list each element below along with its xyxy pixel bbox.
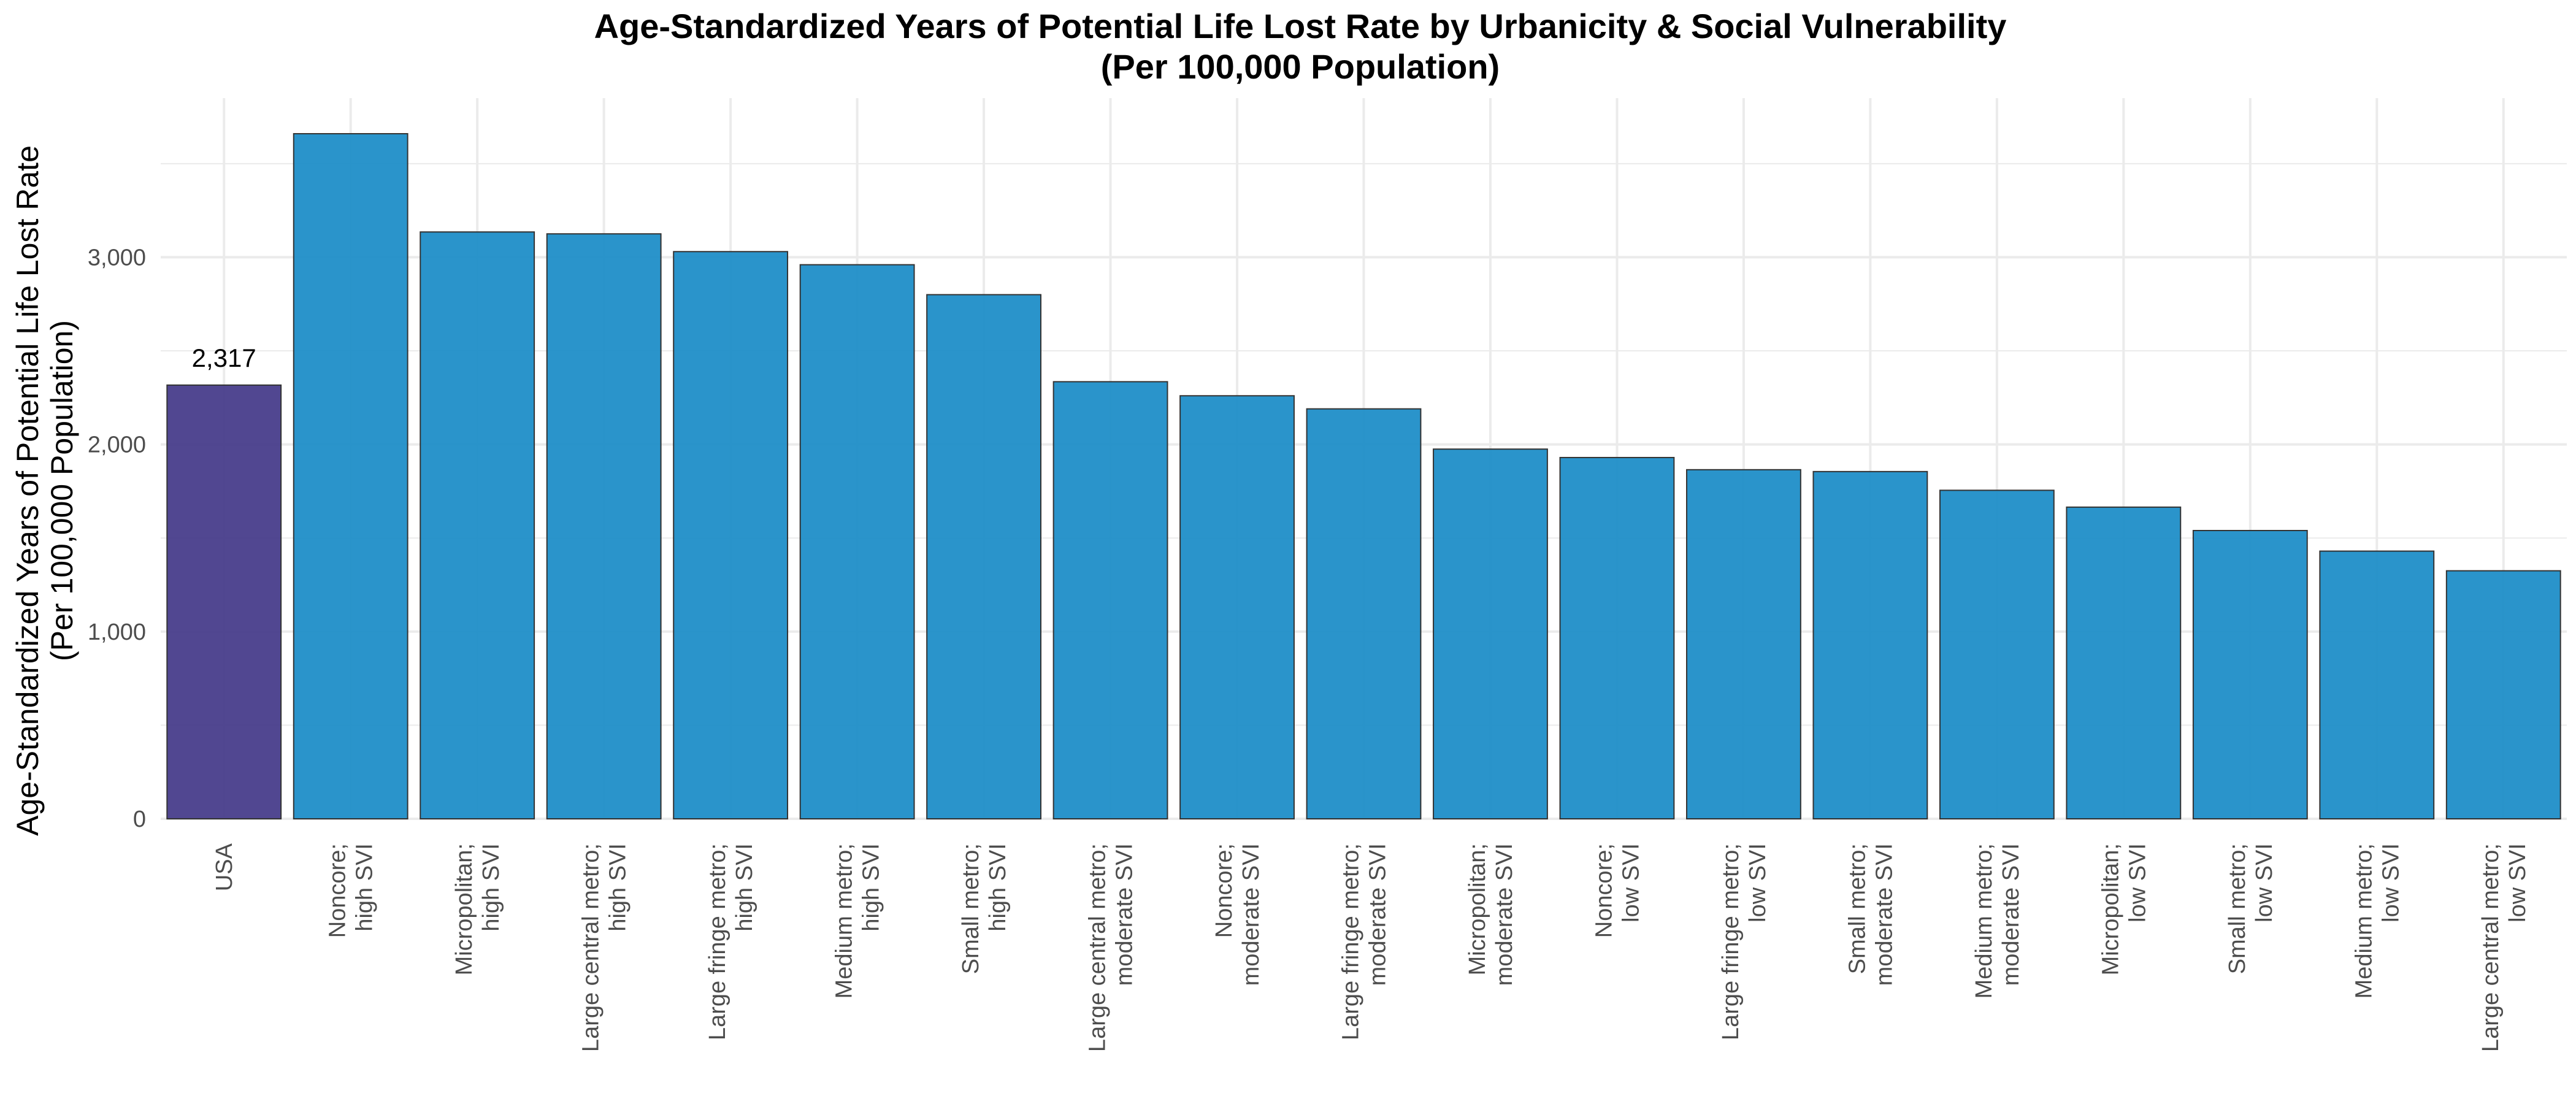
bar xyxy=(2066,506,2182,819)
x-tick-label-line: Large fringe metro; xyxy=(1718,843,1744,1040)
x-tick-label-line: Large central metro; xyxy=(2478,843,2504,1052)
x-tick-label-line: high SVI xyxy=(352,843,378,932)
x-tick-label-line: Medium metro; xyxy=(832,843,857,999)
x-tick-label-line: high SVI xyxy=(605,843,631,932)
x-tick-label-line: Large central metro; xyxy=(578,843,604,1052)
x-tick-label: Medium metro; high SVI xyxy=(832,843,884,999)
x-tick-label: Medium metro; moderate SVI xyxy=(1971,843,2024,999)
x-tick-label: Small metro; moderate SVI xyxy=(1844,843,1897,986)
y-tick-label: 2,000 xyxy=(88,432,146,458)
x-tick-label: Small metro; high SVI xyxy=(958,843,1011,974)
x-tick-label: USA xyxy=(212,843,237,891)
x-tick-label: Noncore; low SVI xyxy=(1591,843,1644,938)
bar xyxy=(926,294,1041,820)
x-tick-label: Large fringe metro; high SVI xyxy=(705,843,757,1040)
x-tick-label-line: Small metro; xyxy=(958,843,984,974)
x-tick-label: Micropolitan; moderate SVI xyxy=(1465,843,1517,986)
x-tick-label-line: Micropolitan; xyxy=(2098,843,2123,975)
x-tick-label: Large fringe metro; low SVI xyxy=(1718,843,1771,1040)
x-tick-label-line: low SVI xyxy=(1618,843,1644,922)
bar xyxy=(673,251,789,819)
x-tick-label: Large central metro; high SVI xyxy=(578,843,631,1052)
data-labels: 2,317 xyxy=(192,343,256,372)
x-tick-label-line: Medium metro; xyxy=(2351,843,2377,999)
x-tick-label-line: low SVI xyxy=(2125,843,2150,922)
y-tick-label: 3,000 xyxy=(88,245,146,270)
bar xyxy=(1306,408,1422,819)
data-label: 2,317 xyxy=(192,343,256,372)
bar xyxy=(2445,570,2561,819)
x-tick-label-line: low SVI xyxy=(2252,843,2277,922)
y-tick-label: 0 xyxy=(133,807,146,832)
x-tick-label: Small metro; low SVI xyxy=(2225,843,2277,974)
bar xyxy=(1433,448,1548,819)
bar xyxy=(2319,550,2435,819)
bar xyxy=(2192,530,2308,819)
x-tick-label-line: high SVI xyxy=(732,843,757,932)
x-tick-label-line: high SVI xyxy=(859,843,884,932)
x-tick-label-line: moderate SVI xyxy=(1112,843,1138,986)
chart-title: Age-Standardized Years of Potential Life… xyxy=(594,7,2007,45)
x-tick-label: Medium metro; low SVI xyxy=(2351,843,2404,999)
x-tick-label-line: low SVI xyxy=(2505,843,2531,922)
x-tick-label-line: moderate SVI xyxy=(1492,843,1517,986)
x-tick-label-line: high SVI xyxy=(478,843,504,932)
x-tick-label: Large fringe metro; moderate SVI xyxy=(1338,843,1391,1040)
bar xyxy=(293,132,408,819)
bar-usa xyxy=(166,384,282,819)
y-axis-title-line2: (Per 100,000 Population) xyxy=(45,320,79,661)
y-axis-ticks: 0 1,000 2,000 3,000 xyxy=(88,245,146,832)
x-tick-label-line: moderate SVI xyxy=(1871,843,1897,986)
x-tick-label-line: Noncore; xyxy=(1591,843,1617,938)
x-tick-label-line: USA xyxy=(212,843,237,891)
x-tick-label-line: Noncore; xyxy=(325,843,351,938)
bar xyxy=(1686,469,1801,819)
x-tick-label-line: Small metro; xyxy=(2225,843,2250,974)
x-axis-ticks: USA Noncore; high SVI Micropolitan; high SVI… xyxy=(212,843,2531,1052)
x-tick-label-line: moderate SVI xyxy=(1238,843,1264,986)
bar xyxy=(1812,470,1928,819)
x-tick-label-line: Small metro; xyxy=(1844,843,1870,974)
bar xyxy=(799,264,915,820)
x-tick-label-line: Noncore; xyxy=(1211,843,1237,938)
x-tick-label: Noncore; moderate SVI xyxy=(1211,843,1264,986)
x-tick-label-line: Medium metro; xyxy=(1971,843,1997,999)
x-tick-label-line: moderate SVI xyxy=(1998,843,2024,986)
x-tick-label: Large central metro; moderate SVI xyxy=(1085,843,1138,1052)
x-tick-label-line: high SVI xyxy=(985,843,1011,932)
x-tick-label: Micropolitan; high SVI xyxy=(451,843,504,975)
x-tick-label-line: Micropolitan; xyxy=(1465,843,1490,975)
bar xyxy=(1179,395,1295,819)
bar xyxy=(1559,456,1675,819)
x-tick-label-line: Large fringe metro; xyxy=(705,843,730,1040)
x-tick-label: Micropolitan; low SVI xyxy=(2098,843,2150,975)
y-tick-label: 1,000 xyxy=(88,619,146,645)
chart-subtitle: (Per 100,000 Population) xyxy=(1101,47,1500,86)
bar xyxy=(420,231,535,819)
x-tick-label-line: Large central metro; xyxy=(1085,843,1111,1052)
x-tick-label-line: Large fringe metro; xyxy=(1338,843,1364,1040)
y-axis-title-line1: Age-Standardized Years of Potential Life… xyxy=(10,145,45,836)
bars xyxy=(166,132,2561,820)
x-tick-label: Noncore; high SVI xyxy=(325,843,378,938)
y-axis-title: Age-Standardized Years of Potential Life… xyxy=(10,145,79,836)
x-tick-label-line: low SVI xyxy=(2378,843,2404,922)
x-tick-label-line: Micropolitan; xyxy=(451,843,477,975)
x-tick-label-line: moderate SVI xyxy=(1365,843,1391,986)
bar xyxy=(1052,381,1168,819)
x-tick-label-line: low SVI xyxy=(1745,843,1771,922)
x-tick-label: Large central metro; low SVI xyxy=(2478,843,2531,1052)
bar xyxy=(1939,489,2055,819)
bar xyxy=(546,233,662,819)
